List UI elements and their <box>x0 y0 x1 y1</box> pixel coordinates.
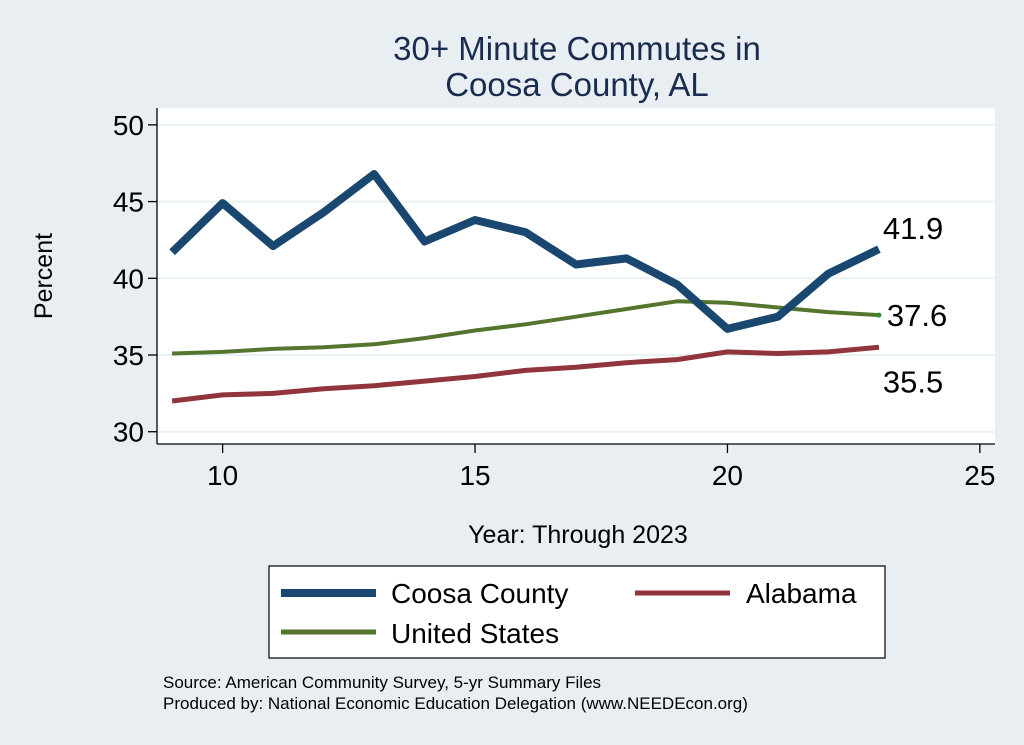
x-tick-label-25: 25 <box>964 460 995 491</box>
chart-title-line-2: Coosa County, AL <box>445 66 709 103</box>
axes: 30 35 40 45 50 10 15 20 25 <box>113 108 995 491</box>
series-line-alabama <box>171 344 880 404</box>
end-label-united-states: 37.6 <box>887 298 947 333</box>
series-line-coosa-county <box>169 170 881 333</box>
plot-area <box>157 108 995 444</box>
series-line-united-states <box>172 299 880 356</box>
x-tick-label-15: 15 <box>459 460 490 491</box>
y-tick-label-45: 45 <box>113 187 144 218</box>
legend-box <box>268 565 886 659</box>
end-labels: 41.9 37.6 35.5 <box>876 211 947 399</box>
y-tick-label-35: 35 <box>113 340 144 371</box>
y-axis-title: Percent <box>30 233 58 319</box>
legend-label-alabama: Alabama <box>746 578 857 609</box>
legend-label-coosa-county: Coosa County <box>391 578 568 609</box>
grid-lines <box>157 123 995 433</box>
legend: Coosa County Alabama United States <box>268 565 886 659</box>
end-label-alabama: 35.5 <box>883 364 943 399</box>
x-axis-title: Year: Through 2023 <box>468 521 688 549</box>
source-note: Source: American Community Survey, 5-yr … <box>163 673 601 692</box>
y-tick-label-50: 50 <box>113 110 144 141</box>
end-marker-united-states <box>876 312 882 318</box>
chart-title-line-1: 30+ Minute Commutes in <box>393 30 761 67</box>
legend-label-united-states: United States <box>391 618 559 649</box>
x-tick-label-10: 10 <box>207 460 238 491</box>
series-lines <box>169 170 881 404</box>
producer-note: Produced by: National Economic Education… <box>163 694 748 713</box>
x-tick-label-20: 20 <box>712 460 743 491</box>
end-label-coosa-county: 41.9 <box>883 211 943 246</box>
y-tick-label-30: 30 <box>113 417 144 448</box>
y-tick-label-40: 40 <box>113 263 144 294</box>
